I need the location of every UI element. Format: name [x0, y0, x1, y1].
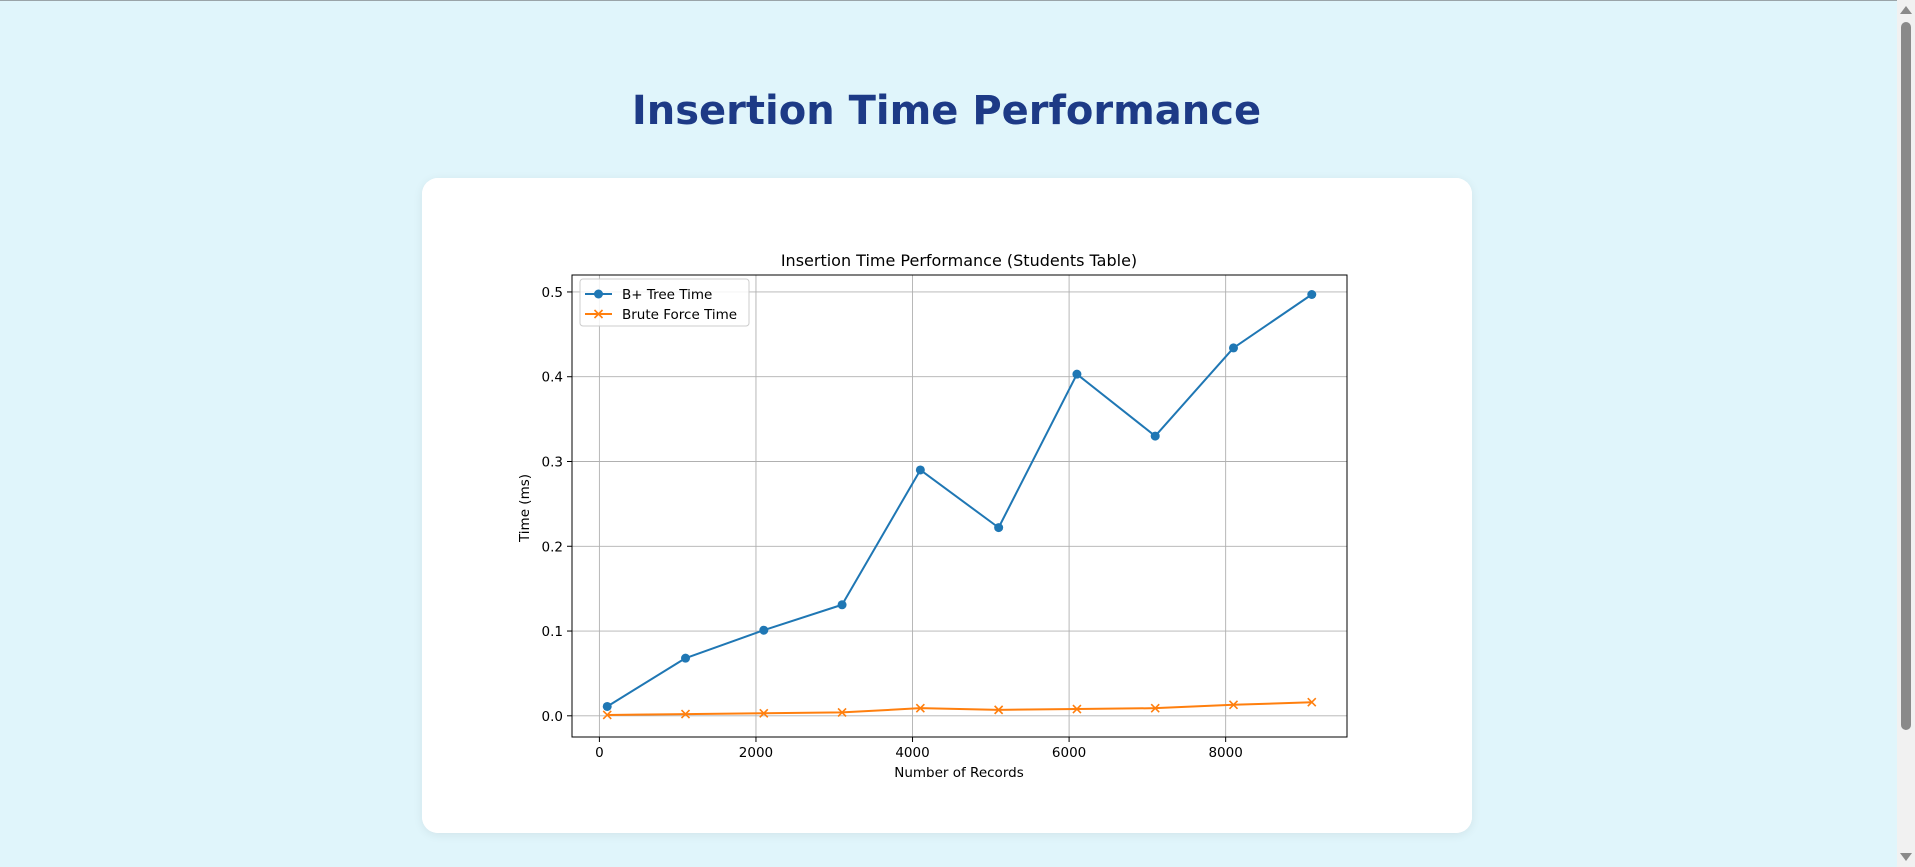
data-point	[680, 709, 691, 719]
data-point	[994, 523, 1004, 533]
data-point-stroke	[837, 707, 847, 717]
data-point	[759, 625, 769, 635]
data-point	[915, 703, 925, 713]
legend-entry-btree: B+ Tree Time	[585, 287, 712, 303]
y-tick-label: 0.3	[542, 454, 563, 470]
chart-background	[422, 178, 1472, 833]
data-point	[1307, 697, 1317, 707]
data-point-stroke	[1307, 697, 1317, 707]
legend-marker-circle	[594, 289, 603, 299]
data-point	[1072, 704, 1082, 714]
data-point	[837, 600, 847, 610]
plot-frame	[571, 274, 1348, 738]
data-point	[1307, 289, 1317, 299]
line-chart: 0 2000 4000 6000 8000 0.0 0.1 0.2 0.3 0.4 0.5 Inse…	[422, 178, 1472, 833]
x-axis-label: Number of Records	[894, 765, 1024, 781]
series-btree	[602, 289, 1317, 711]
y-tick-label: 0.4	[542, 370, 563, 386]
series-bruteforce	[602, 697, 1317, 720]
x-tick-label: 4000	[895, 745, 929, 761]
legend-label-btree: B+ Tree Time	[622, 287, 712, 303]
data-point-stroke	[994, 705, 1004, 715]
data-point	[915, 465, 925, 475]
chart-title: Insertion Time Performance (Students Tab…	[781, 251, 1137, 270]
legend-marker-x	[593, 309, 604, 319]
legend-entry-bruteforce: Brute Force Time	[585, 307, 737, 323]
data-point-stroke	[759, 708, 769, 718]
data-point	[1228, 700, 1239, 710]
data-point	[1150, 431, 1160, 441]
x-tick-label: 8000	[1208, 745, 1242, 761]
scrollbar-thumb[interactable]	[1901, 22, 1911, 730]
legend: B+ Tree Time Brute Force Time	[579, 278, 750, 327]
axis-ticks: 0 2000 4000 6000 8000 0.0 0.1 0.2 0.3 0.4 0.5	[542, 285, 1243, 761]
legend-box	[579, 278, 750, 327]
top-border	[0, 0, 1897, 1]
scroll-down-arrow-icon[interactable]	[1900, 853, 1912, 861]
page-title: Insertion Time Performance	[631, 88, 1262, 134]
data-point-stroke	[680, 709, 691, 719]
data-point	[759, 708, 769, 718]
data-point	[1228, 343, 1238, 353]
x-tick-label: 6000	[1052, 745, 1086, 761]
y-tick-label: 0.1	[542, 624, 563, 640]
data-point-stroke	[1228, 700, 1239, 710]
data-point	[994, 705, 1004, 715]
data-point-stroke	[1150, 703, 1160, 713]
x-tick-label: 0	[595, 745, 604, 761]
series-line	[606, 293, 1313, 708]
scroll-up-arrow-icon[interactable]	[1900, 6, 1912, 14]
vertical-scrollbar[interactable]	[1897, 0, 1915, 867]
data-point	[681, 653, 691, 663]
data-point-stroke	[1072, 704, 1082, 714]
x-tick-label: 2000	[739, 745, 773, 761]
y-axis-label: Time (ms)	[517, 474, 533, 543]
data-point	[1150, 703, 1160, 713]
data-point	[1072, 369, 1082, 379]
data-point-stroke	[915, 703, 925, 713]
y-tick-label: 0.2	[542, 539, 563, 555]
data-point	[602, 701, 612, 711]
data-point	[837, 707, 847, 717]
data-point-stroke	[602, 710, 612, 720]
y-tick-label: 0.0	[542, 709, 563, 725]
legend-label-bruteforce: Brute Force Time	[622, 307, 737, 323]
data-point	[602, 710, 612, 720]
y-tick-label: 0.5	[542, 285, 563, 301]
series-layer	[602, 289, 1317, 720]
series-line	[607, 701, 1312, 716]
chart-card: 0 2000 4000 6000 8000 0.0 0.1 0.2 0.3 0.4 0.5 Inse…	[422, 178, 1472, 833]
